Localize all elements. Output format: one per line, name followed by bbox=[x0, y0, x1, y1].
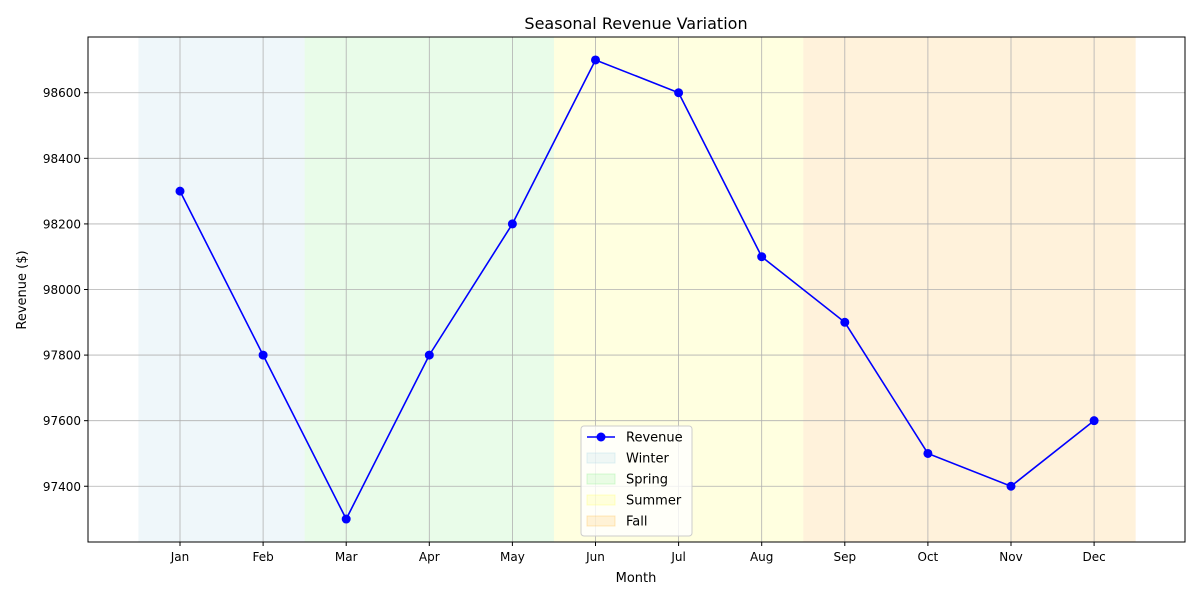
y-tick-label: 97600 bbox=[43, 414, 81, 428]
data-point-mar bbox=[341, 514, 351, 524]
y-tick-label: 97800 bbox=[43, 349, 81, 363]
y-tick-label: 98200 bbox=[43, 217, 81, 231]
legend-box bbox=[580, 425, 693, 537]
revenue-line bbox=[179, 58, 1095, 521]
data-point-aug bbox=[757, 252, 767, 262]
x-tick-label: Nov bbox=[999, 550, 1022, 564]
y-axis-label: Revenue ($) bbox=[15, 250, 30, 329]
y-tick-labels: 97400 97600 97800 98000 98200 98400 98600 bbox=[43, 86, 81, 494]
revenue-markers bbox=[175, 55, 1099, 524]
data-point-dec bbox=[1089, 416, 1099, 426]
data-point-jun bbox=[591, 55, 600, 65]
legend-swatch-fall bbox=[586, 515, 616, 527]
data-point-may bbox=[507, 219, 517, 229]
x-axis-label: Month bbox=[616, 571, 657, 586]
axes bbox=[84, 36, 1186, 546]
y-tick-label: 98000 bbox=[43, 283, 81, 297]
legend-label: Revenue bbox=[626, 431, 683, 446]
x-tick-label: Sep bbox=[833, 550, 856, 564]
data-point-sep bbox=[840, 317, 850, 327]
x-tick-label: Jun bbox=[585, 550, 605, 564]
y-tick-label: 97400 bbox=[43, 480, 81, 494]
legend-swatch-spring bbox=[586, 473, 616, 485]
x-tick-label: Dec bbox=[1082, 550, 1105, 564]
y-tick-label: 98600 bbox=[43, 86, 81, 100]
x-tick-label: Apr bbox=[419, 550, 440, 564]
legend-label: Winter bbox=[626, 452, 670, 467]
data-point-nov bbox=[1006, 481, 1016, 491]
x-tick-label: Jan bbox=[170, 550, 190, 564]
data-point-feb bbox=[258, 350, 268, 360]
x-tick-labels: Jan Feb Mar Apr May Jun Jul Aug Sep Oct Nov Dec bbox=[170, 550, 1106, 564]
legend-swatch-summer bbox=[586, 494, 616, 506]
x-tick-label: Feb bbox=[252, 550, 273, 564]
revenue-series bbox=[179, 58, 1095, 521]
legend-swatch-winter bbox=[586, 452, 616, 464]
data-point-oct bbox=[923, 448, 933, 458]
x-tick-label: Aug bbox=[750, 550, 773, 564]
x-tick-label: Oct bbox=[918, 550, 939, 564]
legend-label: Spring bbox=[626, 473, 668, 488]
data-point-jul bbox=[674, 88, 684, 98]
x-tick-label: Mar bbox=[335, 550, 358, 564]
legend-label: Fall bbox=[626, 515, 647, 530]
data-point-jan bbox=[175, 186, 185, 196]
legend: Revenue Winter Spring Summer Fall bbox=[580, 425, 693, 537]
data-point-apr bbox=[424, 350, 434, 360]
x-tick-label: May bbox=[500, 550, 525, 564]
chart-title: Seasonal Revenue Variation bbox=[524, 14, 747, 33]
legend-label: Summer bbox=[626, 494, 682, 509]
x-tick-label: Jul bbox=[670, 550, 685, 564]
y-tick-label: 98400 bbox=[43, 152, 81, 166]
legend-swatch-marker bbox=[596, 432, 606, 442]
